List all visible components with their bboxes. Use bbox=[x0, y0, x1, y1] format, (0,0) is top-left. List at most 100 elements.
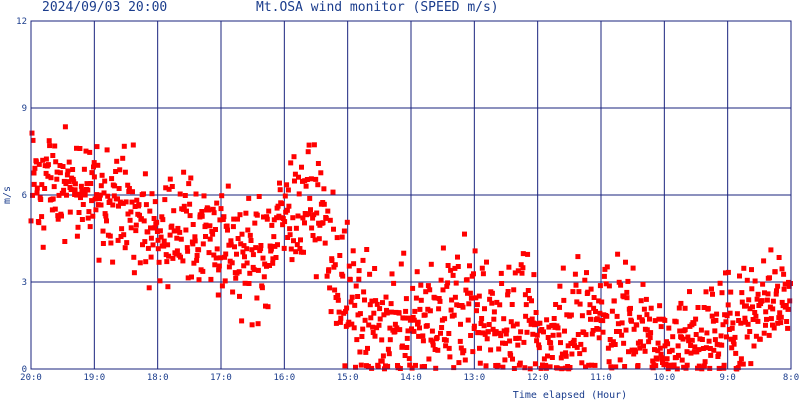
data-point bbox=[496, 346, 502, 352]
data-point bbox=[430, 342, 436, 348]
data-point bbox=[714, 311, 720, 317]
data-point bbox=[182, 193, 188, 198]
data-point bbox=[787, 298, 793, 304]
data-point bbox=[237, 212, 243, 218]
data-point bbox=[680, 336, 686, 342]
data-point bbox=[578, 341, 584, 347]
data-point bbox=[207, 223, 213, 229]
data-point bbox=[210, 231, 216, 237]
data-point bbox=[555, 365, 560, 371]
data-point bbox=[426, 356, 432, 362]
data-point bbox=[768, 247, 774, 253]
data-point bbox=[129, 199, 135, 205]
data-point bbox=[248, 238, 254, 243]
data-point bbox=[70, 167, 76, 172]
data-point bbox=[36, 220, 42, 226]
data-point bbox=[557, 283, 563, 289]
data-point bbox=[94, 144, 100, 150]
data-point bbox=[614, 329, 619, 334]
data-point bbox=[621, 294, 627, 300]
x-tick-label: 19:0 bbox=[83, 373, 105, 383]
data-point bbox=[483, 363, 489, 369]
data-point bbox=[368, 315, 374, 321]
data-point bbox=[187, 213, 193, 219]
data-point bbox=[285, 187, 291, 193]
data-point bbox=[62, 124, 68, 130]
data-point bbox=[413, 362, 418, 368]
data-point bbox=[213, 227, 218, 232]
data-point bbox=[615, 321, 621, 327]
data-point bbox=[230, 289, 236, 295]
data-point bbox=[488, 347, 494, 353]
data-point bbox=[710, 291, 715, 297]
data-point bbox=[776, 255, 782, 260]
data-point bbox=[708, 352, 714, 358]
data-point bbox=[308, 176, 314, 182]
data-point bbox=[730, 338, 736, 344]
data-point bbox=[683, 365, 689, 371]
data-point bbox=[698, 327, 704, 333]
data-point bbox=[200, 241, 206, 247]
data-point bbox=[677, 328, 683, 334]
y-tick-label: 9 bbox=[22, 104, 27, 114]
data-point bbox=[410, 314, 416, 320]
data-point bbox=[501, 328, 507, 334]
data-point bbox=[288, 160, 294, 166]
data-point bbox=[178, 236, 184, 242]
data-point bbox=[482, 331, 488, 337]
data-point bbox=[545, 353, 550, 359]
data-point bbox=[604, 264, 610, 270]
data-point bbox=[522, 292, 528, 298]
data-point bbox=[700, 346, 706, 351]
data-point bbox=[721, 362, 727, 368]
data-point bbox=[126, 189, 132, 194]
data-point bbox=[315, 182, 321, 188]
data-point bbox=[250, 252, 256, 258]
data-point bbox=[505, 289, 511, 294]
data-point bbox=[593, 309, 598, 314]
data-point bbox=[333, 320, 339, 326]
data-point bbox=[418, 297, 424, 303]
data-point bbox=[432, 295, 438, 301]
data-point bbox=[544, 317, 550, 323]
data-point bbox=[579, 360, 585, 366]
data-point bbox=[50, 153, 56, 158]
data-point bbox=[304, 177, 310, 182]
data-point bbox=[529, 298, 534, 304]
data-point bbox=[350, 248, 356, 254]
data-point bbox=[522, 365, 528, 371]
data-point bbox=[74, 233, 80, 239]
data-point bbox=[751, 343, 757, 349]
data-point bbox=[140, 242, 145, 248]
data-point bbox=[438, 330, 443, 336]
data-point bbox=[216, 263, 222, 269]
data-point bbox=[626, 349, 631, 355]
data-point bbox=[369, 365, 375, 371]
data-point bbox=[647, 316, 652, 322]
data-point bbox=[471, 271, 476, 277]
data-point bbox=[265, 304, 271, 310]
data-point bbox=[165, 284, 171, 290]
data-point bbox=[648, 305, 654, 311]
data-point bbox=[308, 207, 313, 213]
data-point bbox=[375, 364, 381, 370]
data-point bbox=[629, 318, 634, 324]
data-point bbox=[89, 170, 95, 176]
data-point bbox=[500, 364, 506, 370]
data-point bbox=[282, 193, 288, 199]
data-point bbox=[495, 362, 501, 368]
data-point bbox=[634, 322, 640, 328]
data-point bbox=[242, 280, 248, 286]
data-point bbox=[701, 363, 707, 369]
data-point bbox=[237, 293, 242, 299]
data-point bbox=[312, 237, 318, 243]
data-point bbox=[520, 251, 526, 257]
data-point bbox=[43, 170, 49, 176]
data-point bbox=[669, 347, 675, 353]
data-point bbox=[55, 216, 61, 222]
x-tick-label: 13:0 bbox=[463, 373, 485, 383]
data-point bbox=[170, 255, 176, 261]
data-point bbox=[145, 245, 151, 251]
x-tick-label: 14:0 bbox=[400, 373, 422, 383]
data-point bbox=[585, 289, 591, 295]
